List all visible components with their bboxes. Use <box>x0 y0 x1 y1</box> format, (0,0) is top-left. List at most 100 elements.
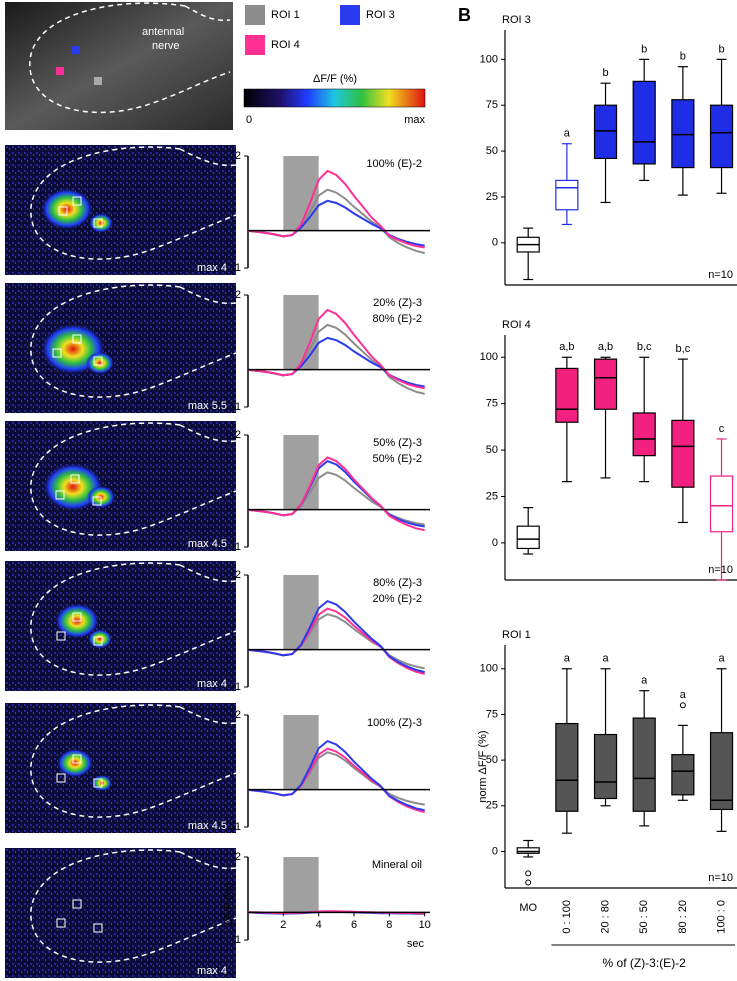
x-tick-label: 50 : 50 <box>638 900 650 934</box>
image-background <box>5 561 236 691</box>
significance-letter: a <box>680 689 687 701</box>
image-label: max 4.5 <box>188 538 227 550</box>
box <box>709 104 734 169</box>
roi-marker <box>56 631 66 641</box>
stimulus-bar <box>283 575 319 650</box>
y-tick-label: 100 <box>480 663 498 675</box>
x-tick-label: 4 <box>316 919 322 931</box>
image-panel: max 4 <box>5 848 237 978</box>
image-background <box>5 703 236 833</box>
trace-line <box>247 751 425 806</box>
x-axis-label: sec <box>407 938 425 950</box>
significance-letter: b <box>718 43 724 55</box>
roi-marker <box>56 773 66 783</box>
box <box>593 104 618 160</box>
y-axis-label: ΔF/F (%) <box>223 882 235 926</box>
box <box>593 733 618 800</box>
y-tick-label: -1 <box>231 541 241 553</box>
significance-letter: b <box>602 67 608 79</box>
trace-chart: -1 2 50% (Z)-3 50% (E)-2 <box>231 429 430 553</box>
image-panels: max 4 max 5.5 max 4.5 max 4 max 4.5 max 4 <box>5 145 237 978</box>
legend-label: ROI 3 <box>366 9 395 21</box>
box <box>632 80 656 165</box>
significance-letter: b,c <box>637 341 652 353</box>
image-background <box>5 421 236 551</box>
trace-chart: -1 2 100% (Z)-3 <box>231 709 430 833</box>
significance-letter: a <box>564 128 571 140</box>
y-tick-label: 2 <box>235 709 241 721</box>
trace-line <box>247 169 425 249</box>
roi-marker <box>93 923 103 933</box>
trace-line <box>247 613 425 670</box>
y-tick-label: 2 <box>235 569 241 581</box>
y-tick-label: 75 <box>486 99 498 111</box>
y-tick-label: 2 <box>235 150 241 162</box>
stimulus-bar <box>283 857 319 913</box>
image-label: max 4 <box>197 262 227 274</box>
legend-label: ROI 4 <box>271 39 300 51</box>
y-tick-label: -1 <box>231 934 241 946</box>
condition-label: 100% (E)-2 <box>366 158 422 170</box>
x-tick-label: 2 <box>280 919 286 931</box>
box-chart: ROI 4 0 25 50 75 100 a,b a,b b,c b,c c n=10 <box>480 319 737 581</box>
y-tick-label: -1 <box>231 401 241 413</box>
significance-letter: a,b <box>598 341 613 353</box>
legend-swatch <box>245 35 265 55</box>
image-panel: max 4 <box>5 561 237 691</box>
trace-chart: -1 2 100% (E)-2 <box>231 150 430 274</box>
image-annotation: nerve <box>152 40 180 52</box>
image-label: max 4.5 <box>188 820 227 832</box>
box <box>671 419 695 488</box>
chart-title: ROI 4 <box>502 319 531 331</box>
glomerulus-outline <box>30 704 237 818</box>
roi-marker <box>72 612 82 622</box>
legend-swatch <box>245 5 265 25</box>
x-axis-label: % of (Z)-3:(E)-2 <box>603 956 687 970</box>
box <box>671 99 695 169</box>
trace-line <box>247 739 425 812</box>
stimulus-bar <box>283 715 319 790</box>
sample-size: n=10 <box>708 564 733 576</box>
image-panel: max 5.5 <box>5 283 237 413</box>
roi-marker <box>58 206 68 216</box>
y-tick-label: 0 <box>492 845 498 857</box>
roi-marker <box>72 334 82 344</box>
colorbar-title: ΔF/F (%) <box>313 73 357 85</box>
condition-label: 80% (Z)-3 <box>373 577 422 589</box>
roi-marker <box>72 196 82 206</box>
colorbar: ΔF/F (%) 0 max <box>243 73 425 126</box>
trace-line <box>247 599 425 674</box>
trace-line <box>247 456 425 532</box>
glomerulus-outline <box>30 146 237 260</box>
condition-label: 50% (E)-2 <box>372 453 422 465</box>
significance-letter: b <box>641 43 647 55</box>
box <box>709 732 734 811</box>
image-label: max 4 <box>197 965 227 977</box>
condition-label: Mineral oil <box>372 859 422 871</box>
panel-label: B <box>458 5 471 25</box>
image-annotation: antennal <box>142 26 184 38</box>
box <box>555 367 579 423</box>
y-tick-label: 0 <box>492 537 498 549</box>
image-panel: max 4.5 <box>5 421 237 551</box>
y-tick-label: 100 <box>480 53 498 65</box>
significance-letter: a <box>641 675 648 687</box>
image-label: max 5.5 <box>188 400 227 412</box>
image-background <box>5 848 236 978</box>
glomerulus-outline <box>30 422 237 536</box>
chart-title: ROI 1 <box>502 629 531 641</box>
trace-line <box>247 459 425 528</box>
trace-chart: -1 2 Mineral oil 2 4 6 8 10 sec ΔF/F (%) <box>223 851 431 950</box>
x-tick-label: 20 : 80 <box>599 900 611 934</box>
condition-label: 50% (Z)-3 <box>373 437 422 449</box>
significance-letter: a,b <box>559 341 574 353</box>
box <box>555 179 579 211</box>
y-tick-label: -1 <box>231 821 241 833</box>
box-chart: ROI 1 0 25 50 75 100 MO a 0 : 100 a 20 : 80 a 50 : 5… <box>477 629 737 970</box>
y-tick-label: 75 <box>486 398 498 410</box>
outlier <box>679 702 686 709</box>
trace-line <box>247 199 425 247</box>
box <box>709 475 734 533</box>
top-image: antennal nerve <box>5 2 233 130</box>
